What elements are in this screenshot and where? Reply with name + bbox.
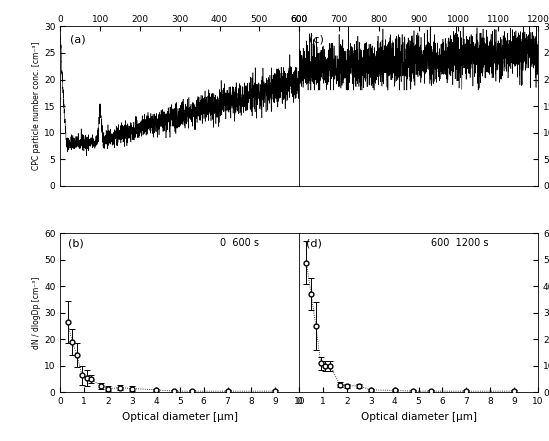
Text: 0  600 s: 0 600 s: [220, 238, 259, 248]
X-axis label: Optical diameter [μm]: Optical diameter [μm]: [361, 412, 477, 422]
Y-axis label: CPC particle number conc. [cm⁻³]: CPC particle number conc. [cm⁻³]: [32, 42, 41, 170]
Y-axis label: dN / dlogDp [cm⁻³]: dN / dlogDp [cm⁻³]: [32, 277, 41, 349]
Text: (d): (d): [306, 238, 322, 248]
Text: (a): (a): [70, 34, 86, 45]
Text: 600  1200 s: 600 1200 s: [430, 238, 488, 248]
X-axis label: Optical diameter [μm]: Optical diameter [μm]: [122, 412, 238, 422]
Text: (b): (b): [68, 238, 83, 248]
Text: (c): (c): [309, 34, 323, 45]
